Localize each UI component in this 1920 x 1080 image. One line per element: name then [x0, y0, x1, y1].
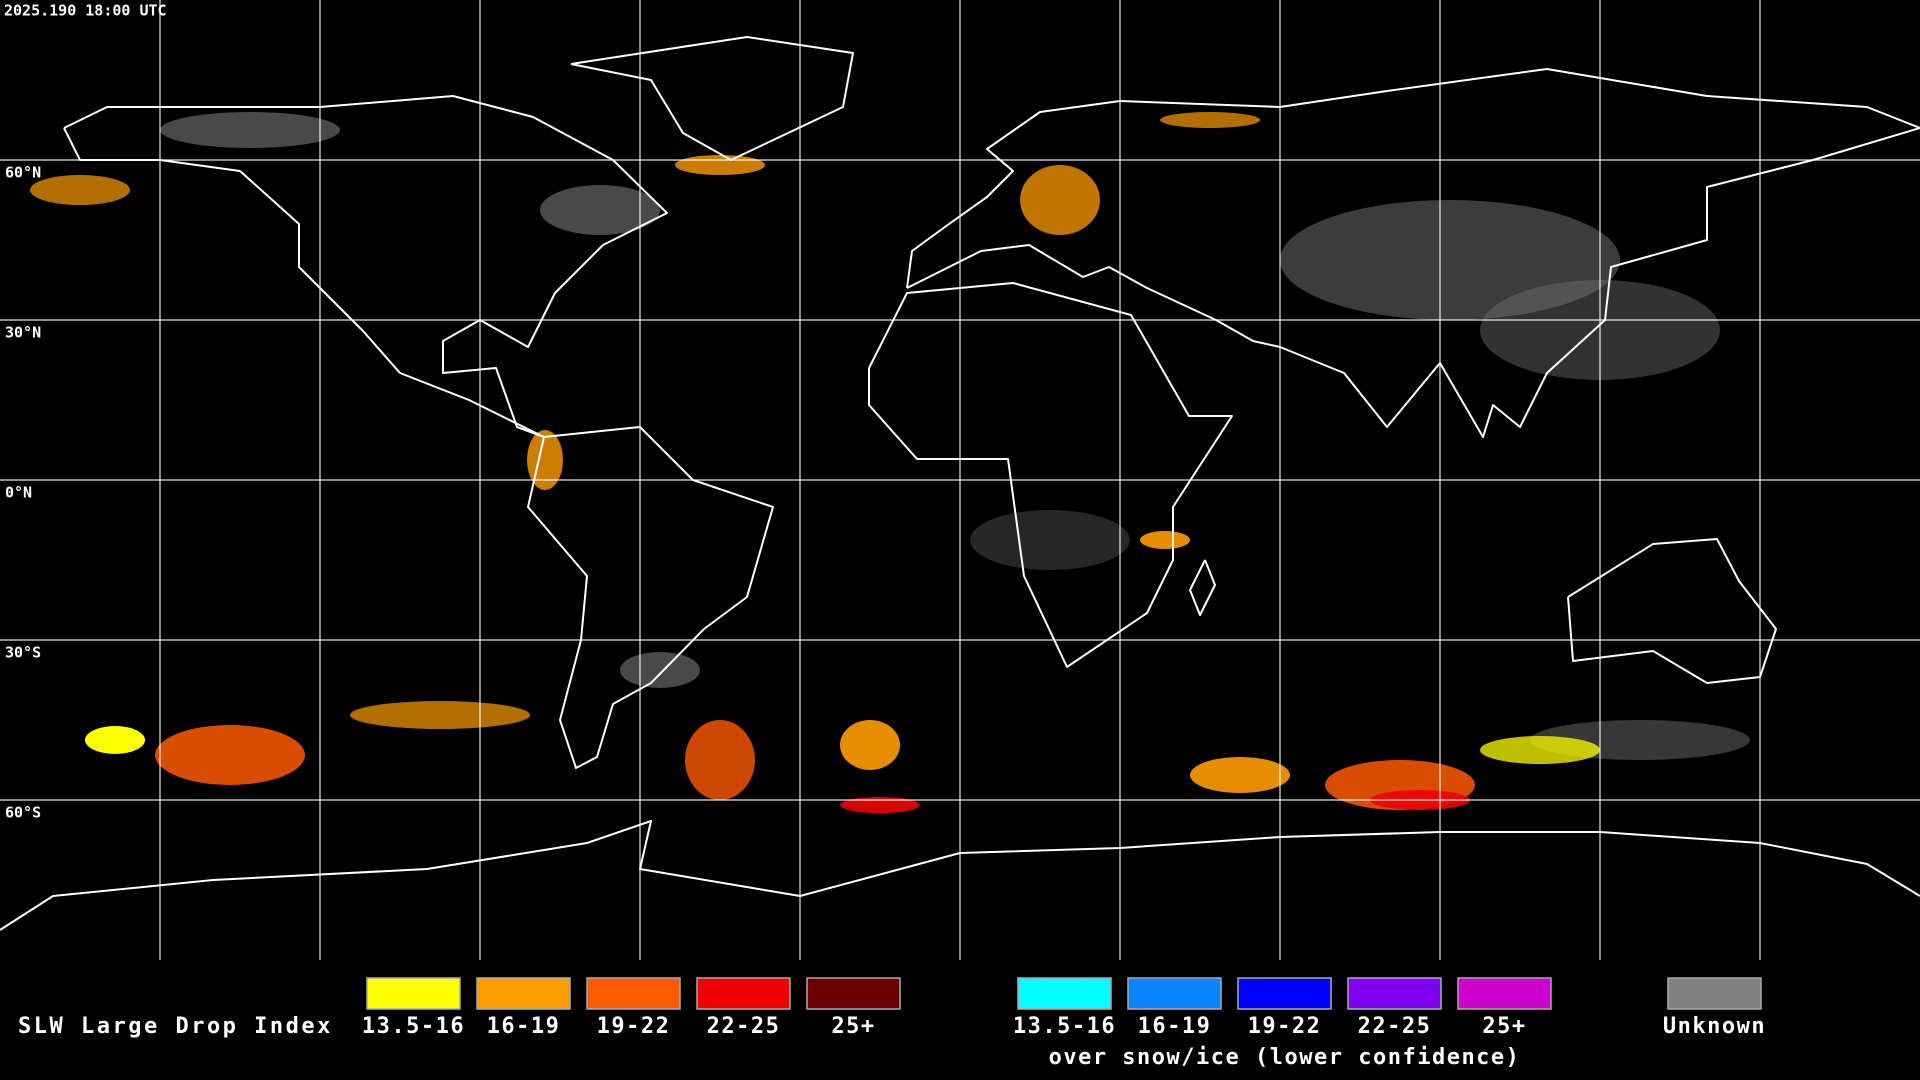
unknown-area: [160, 112, 340, 148]
timestamp: 2025.190 18:00 UTC: [4, 2, 167, 20]
legend-label: 13.5-16: [362, 1014, 465, 1039]
coastline: [570, 36, 854, 161]
legend-swatch: [366, 977, 461, 1010]
drop-area: [1140, 531, 1190, 549]
latitude-label: 0°N: [5, 484, 32, 502]
latitude-labels: 60°N 30°N 0°N 30°S 60°S: [5, 164, 41, 822]
legend-swatch: [1237, 977, 1332, 1010]
legend-swatch: [586, 977, 681, 1010]
legend-swatch: [806, 977, 901, 1010]
legend-label: 25+: [831, 1014, 875, 1039]
latitude-label: 30°S: [5, 644, 41, 662]
drop-area: [1020, 165, 1100, 235]
legend-title: SLW Large Drop Index: [18, 1014, 333, 1039]
legend-swatch: [1347, 977, 1442, 1010]
legend-swatch: [1457, 977, 1552, 1010]
unknown-area: [620, 652, 700, 688]
legend-label: Unknown: [1663, 1014, 1766, 1039]
legend-label: 16-19: [487, 1014, 561, 1039]
legend-swatch: [1127, 977, 1222, 1010]
drop-area: [675, 155, 765, 175]
unknown-area: [970, 510, 1130, 570]
coastline: [1567, 538, 1777, 684]
legend-swatch: [696, 977, 791, 1010]
drop-area: [527, 430, 563, 490]
unknown-area: [1280, 200, 1620, 320]
legend-swatch: [1017, 977, 1112, 1010]
latitude-label: 60°S: [5, 804, 41, 822]
drop-area: [155, 725, 305, 785]
legend-label: 19-22: [1248, 1014, 1322, 1039]
drop-area: [85, 726, 145, 754]
drop-area: [840, 720, 900, 770]
coastline: [527, 426, 774, 769]
latitude-label: 30°N: [5, 324, 41, 342]
drop-area: [1160, 112, 1260, 128]
legend-swatch: [476, 977, 571, 1010]
legend-background: [0, 960, 1920, 1080]
legend-label: 16-19: [1138, 1014, 1212, 1039]
coastline: [868, 282, 1233, 668]
legend-label: 25+: [1482, 1014, 1526, 1039]
drop-area: [840, 797, 920, 813]
latitude-label: 60°N: [5, 164, 41, 182]
graticule: [0, 0, 1920, 960]
legend-note: over snow/ice (lower confidence): [1049, 1045, 1521, 1070]
drop-area: [685, 720, 755, 800]
drop-area: [30, 175, 130, 205]
legend-label: 22-25: [1358, 1014, 1432, 1039]
unknown-area: [540, 185, 660, 235]
drop-area: [1480, 736, 1600, 764]
legend-label: 22-25: [707, 1014, 781, 1039]
legend: 13.5-16 16-19 19-22 22-25 25+ 13.5-16 16-19 19-…: [362, 977, 1766, 1070]
drop-area: [1190, 757, 1290, 793]
legend-swatch: [1667, 977, 1762, 1010]
coastline: [906, 68, 1920, 438]
cloud-data: [30, 112, 1750, 813]
legend-label: 13.5-16: [1013, 1014, 1116, 1039]
legend-label: 19-22: [597, 1014, 671, 1039]
drop-area: [350, 701, 530, 729]
coastline: [1189, 559, 1216, 616]
